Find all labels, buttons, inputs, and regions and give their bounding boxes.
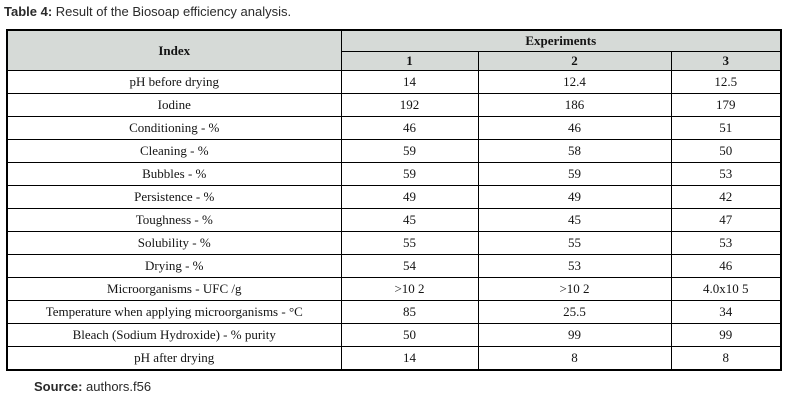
header-experiment-1: 1 bbox=[340, 51, 479, 71]
source-text: authors.f56 bbox=[82, 379, 152, 394]
row-label: Microorganisms - UFC /g bbox=[6, 277, 342, 301]
cell-value: 4.0x10 5 bbox=[670, 277, 782, 301]
cell-value: 54 bbox=[340, 254, 479, 278]
source-label: Source: bbox=[34, 379, 83, 394]
row-label: Temperature when applying microorganisms… bbox=[6, 300, 342, 324]
cell-value: 8 bbox=[477, 346, 672, 371]
cell-value: 14 bbox=[340, 70, 479, 94]
cell-value: 8 bbox=[670, 346, 782, 371]
table-row: Bubbles - % 59 59 53 bbox=[6, 162, 782, 186]
row-label: Conditioning - % bbox=[6, 116, 342, 140]
cell-value: 55 bbox=[340, 231, 479, 255]
cell-value: 47 bbox=[670, 208, 782, 232]
row-label: Cleaning - % bbox=[6, 139, 342, 163]
cell-value: 46 bbox=[477, 116, 672, 140]
cell-value: 53 bbox=[670, 162, 782, 186]
cell-value: 45 bbox=[340, 208, 479, 232]
table-row: Drying - % 54 53 46 bbox=[6, 254, 782, 278]
row-label: Solubility - % bbox=[6, 231, 342, 255]
cell-value: 179 bbox=[670, 93, 782, 117]
cell-value: >10 2 bbox=[340, 277, 479, 301]
cell-value: 12.5 bbox=[670, 70, 782, 94]
cell-value: 46 bbox=[670, 254, 782, 278]
cell-value: 85 bbox=[340, 300, 479, 324]
cell-value: 49 bbox=[477, 185, 672, 209]
table-row: Microorganisms - UFC /g >10 2 >10 2 4.0x… bbox=[6, 277, 782, 301]
cell-value: 53 bbox=[477, 254, 672, 278]
header-row-group: Index Experiments bbox=[6, 29, 782, 71]
cell-value: 50 bbox=[340, 323, 479, 347]
row-label: pH before drying bbox=[6, 70, 342, 94]
header-experiment-3: 3 bbox=[670, 51, 782, 71]
cell-value: 42 bbox=[670, 185, 782, 209]
source-note: Source: authors.f56 bbox=[34, 379, 787, 394]
row-label: Toughness - % bbox=[6, 208, 342, 232]
cell-value: 99 bbox=[477, 323, 672, 347]
table-caption-label: Table 4: bbox=[4, 4, 53, 19]
table-caption-text: Result of the Biosoap efficiency analysi… bbox=[52, 4, 292, 19]
cell-value: 46 bbox=[340, 116, 479, 140]
cell-value: 59 bbox=[340, 139, 479, 163]
row-label: pH after drying bbox=[6, 346, 342, 371]
cell-value: >10 2 bbox=[477, 277, 672, 301]
cell-value: 49 bbox=[340, 185, 479, 209]
cell-value: 186 bbox=[477, 93, 672, 117]
row-label: Drying - % bbox=[6, 254, 342, 278]
table-row: Cleaning - % 59 58 50 bbox=[6, 139, 782, 163]
table-row: Solubility - % 55 55 53 bbox=[6, 231, 782, 255]
cell-value: 59 bbox=[477, 162, 672, 186]
row-label: Iodine bbox=[6, 93, 342, 117]
header-experiments: Experiments bbox=[340, 29, 782, 52]
cell-value: 59 bbox=[340, 162, 479, 186]
cell-value: 99 bbox=[670, 323, 782, 347]
table-row: Iodine 192 186 179 bbox=[6, 93, 782, 117]
table-caption: Table 4: Result of the Biosoap efficienc… bbox=[0, 0, 787, 20]
cell-value: 55 bbox=[477, 231, 672, 255]
table-row: pH before drying 14 12.4 12.5 bbox=[6, 70, 782, 94]
cell-value: 12.4 bbox=[477, 70, 672, 94]
biosoap-results-table: Index Experiments 1 2 3 pH before drying… bbox=[6, 29, 783, 371]
table-row: Bleach (Sodium Hydroxide) - % purity 50 … bbox=[6, 323, 782, 347]
table-row: Conditioning - % 46 46 51 bbox=[6, 116, 782, 140]
cell-value: 50 bbox=[670, 139, 782, 163]
cell-value: 53 bbox=[670, 231, 782, 255]
cell-value: 34 bbox=[670, 300, 782, 324]
cell-value: 58 bbox=[477, 139, 672, 163]
cell-value: 45 bbox=[477, 208, 672, 232]
header-index: Index bbox=[6, 29, 342, 71]
row-label: Bubbles - % bbox=[6, 162, 342, 186]
cell-value: 25.5 bbox=[477, 300, 672, 324]
table-row: Toughness - % 45 45 47 bbox=[6, 208, 782, 232]
cell-value: 51 bbox=[670, 116, 782, 140]
cell-value: 14 bbox=[340, 346, 479, 371]
table-row: Temperature when applying microorganisms… bbox=[6, 300, 782, 324]
header-experiment-2: 2 bbox=[477, 51, 672, 71]
row-label: Bleach (Sodium Hydroxide) - % purity bbox=[6, 323, 342, 347]
table-row: pH after drying 14 8 8 bbox=[6, 346, 782, 371]
table-row: Persistence - % 49 49 42 bbox=[6, 185, 782, 209]
row-label: Persistence - % bbox=[6, 185, 342, 209]
cell-value: 192 bbox=[340, 93, 479, 117]
